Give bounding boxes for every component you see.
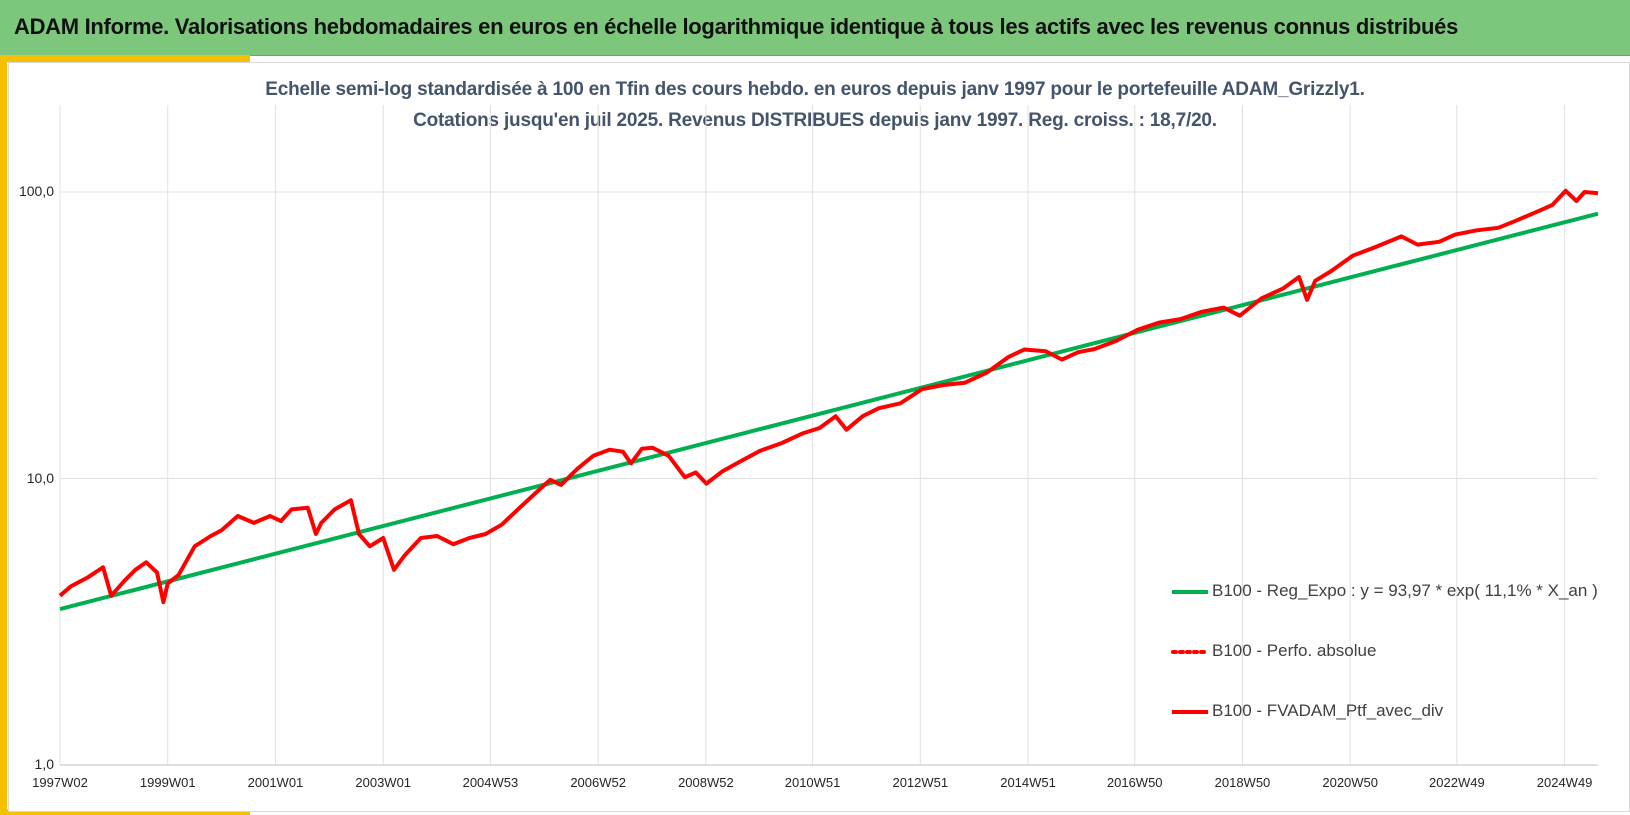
legend-swatch-regression [1172, 590, 1208, 594]
portfolio-line [58, 188, 1599, 605]
x-tick-label: 2016W50 [1106, 775, 1163, 790]
x-tick-label: 2004W53 [462, 775, 519, 790]
legend-swatch-portfolio [1172, 710, 1208, 714]
legend-label-regression: B100 - Reg_Expo : y = 93,97 * exp( 11,1%… [1212, 581, 1598, 600]
y-tick-label: 10,0 [26, 469, 54, 486]
accent-bar-top [0, 55, 250, 62]
x-tick-label: 2008W52 [678, 775, 734, 790]
legend-swatch-perfo-absolue [1171, 650, 1210, 654]
x-tick-label: 2012W51 [892, 775, 949, 790]
header-title: ADAM Informe. Valorisations hebdomadaire… [14, 14, 1459, 39]
legend-label-portfolio: B100 - FVADAM_Ptf_avec_div [1212, 701, 1444, 720]
x-tick-label: 2018W50 [1214, 775, 1271, 790]
accent-bar-bottom [0, 809, 250, 815]
x-tick-label: 2022W49 [1429, 775, 1485, 790]
y-tick-label: 100,0 [18, 183, 54, 199]
x-tick-label: 1999W01 [139, 775, 196, 790]
x-tick-label: 2006W52 [570, 775, 626, 790]
chart-title: Echelle semi-log standardisée à 100 en T… [265, 79, 1365, 100]
x-tick-label: 2020W50 [1322, 775, 1379, 790]
y-tick-label: 1,0 [34, 756, 54, 772]
x-tick-label: 2003W01 [355, 775, 412, 790]
x-tick-label: 2010W51 [784, 775, 841, 790]
accent-bar-left [0, 55, 7, 815]
x-tick-label: 1997W02 [32, 775, 88, 790]
chart-subtitle: Cotations jusqu'en juil 2025. Revenus DI… [413, 110, 1217, 131]
chart-frame [8, 62, 1630, 812]
x-tick-label: 2014W51 [1000, 775, 1056, 790]
x-tick-label: 2001W01 [247, 775, 304, 790]
legend-label-perfo-absolue: B100 - Perfo. absolue [1212, 641, 1377, 660]
regression-line [59, 211, 1599, 612]
header-banner: ADAM Informe. Valorisations hebdomadaire… [0, 0, 1630, 56]
x-tick-label: 2024W49 [1536, 775, 1593, 790]
